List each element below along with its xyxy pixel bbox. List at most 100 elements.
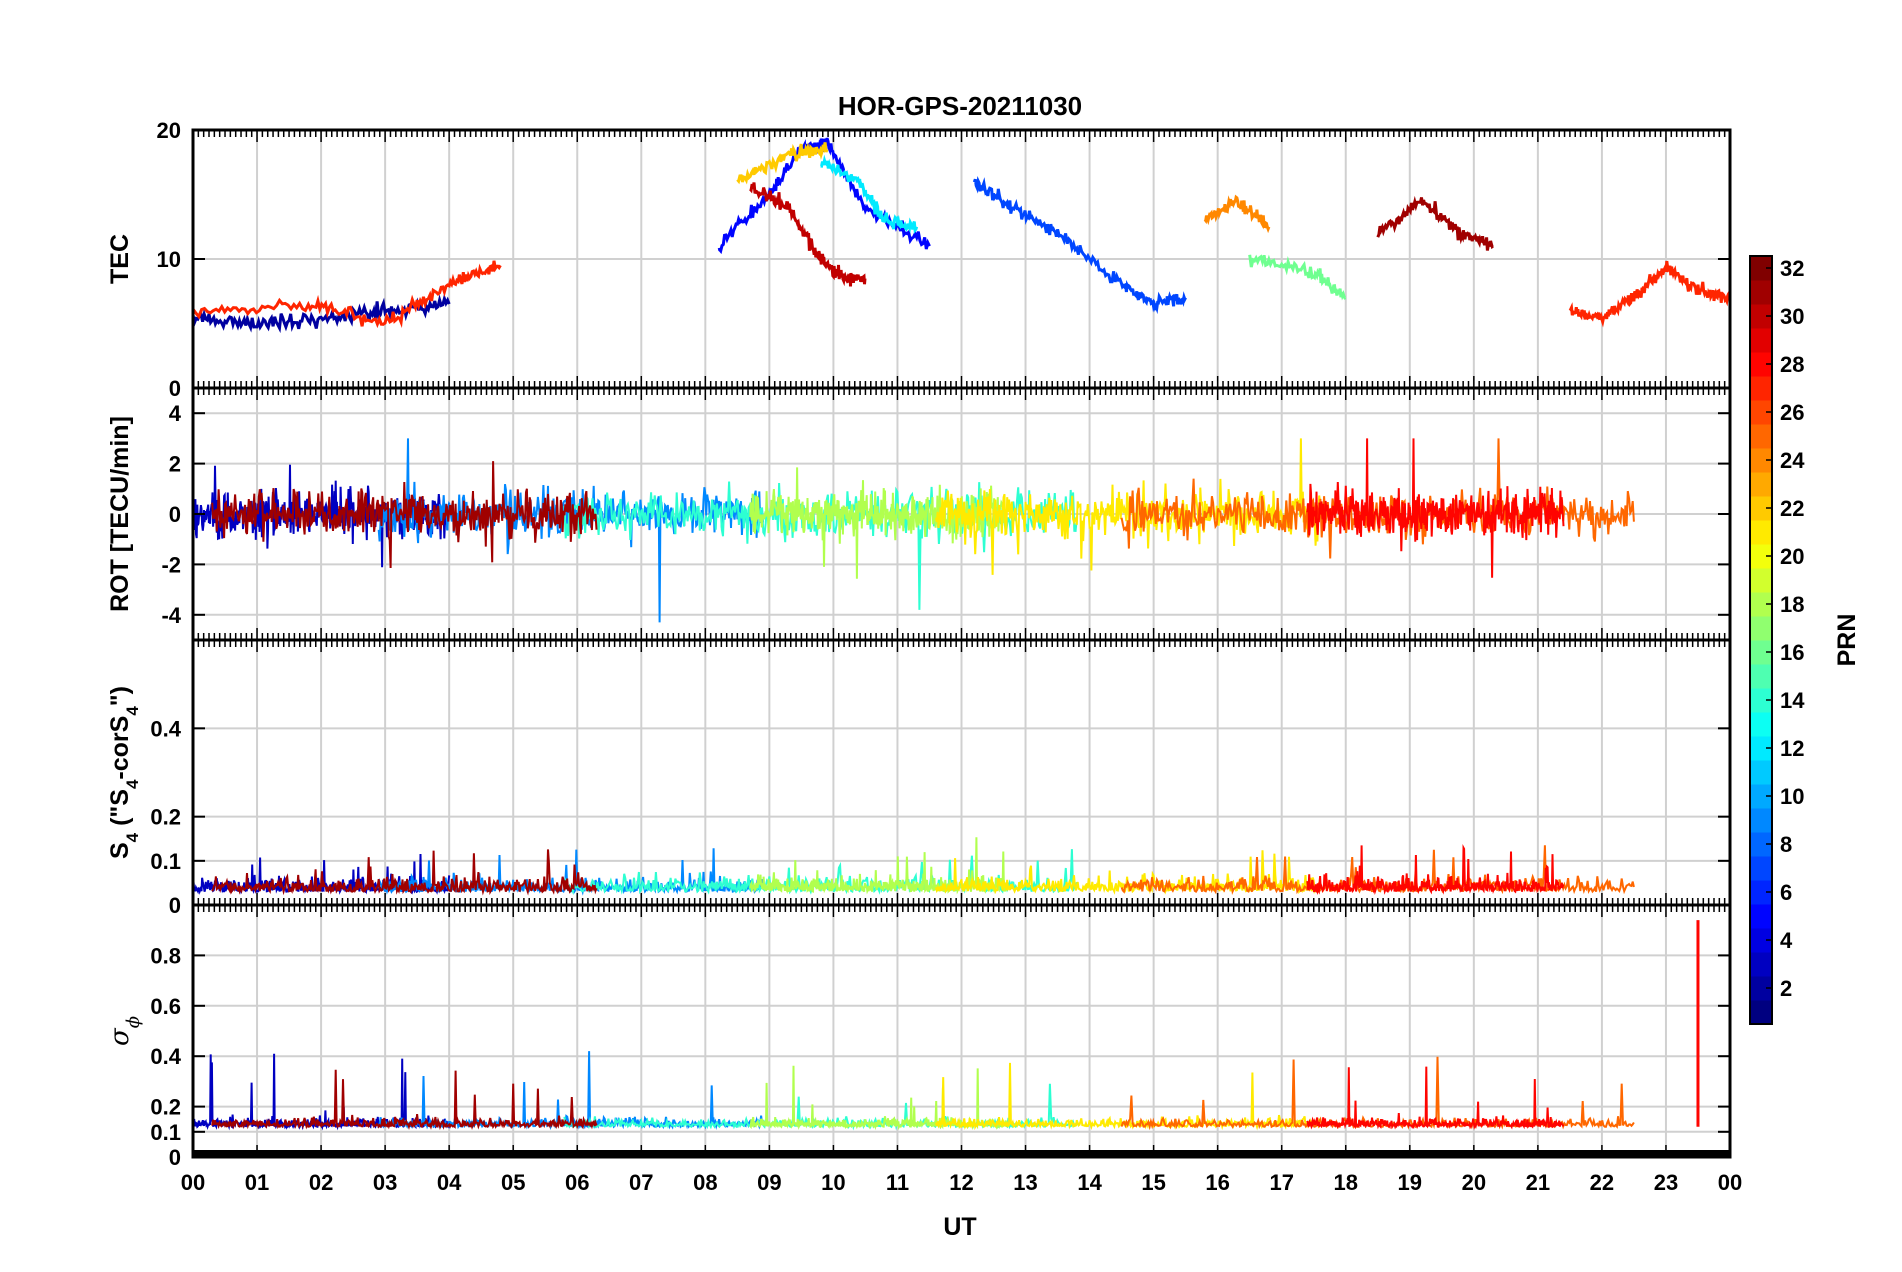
y-tick-label-sigma: 0.8 — [150, 943, 181, 968]
colorbar-tick-label: 8 — [1780, 832, 1792, 857]
tec-series-prn-2-0 — [193, 293, 451, 334]
y-axis-label-rot: ROT [TECU/min] — [106, 416, 134, 612]
x-tick-label: 11 — [886, 1170, 909, 1195]
colorbar-swatch-2 — [1750, 976, 1772, 1001]
y-tick-label-rot: 0 — [169, 502, 181, 527]
panel-sigma: 00.10.2 0.4 0.6 0.8 σϕ — [105, 903, 1732, 1170]
y-tick-label-tec: 0 — [169, 376, 181, 401]
x-tick-label: 15 — [1141, 1170, 1165, 1195]
colorbar-tick-label: 28 — [1780, 352, 1804, 377]
x-tick-label: 22 — [1590, 1170, 1614, 1195]
colorbar-swatch-19 — [1750, 568, 1772, 593]
colorbar-tick-label: 16 — [1780, 640, 1804, 665]
panel-rot-traces — [193, 438, 1635, 623]
colorbar-swatch-21 — [1750, 520, 1772, 545]
colorbar-swatch-6 — [1750, 880, 1772, 905]
x-tick-label: 18 — [1334, 1170, 1358, 1195]
x-tick-label: 14 — [1077, 1170, 1102, 1195]
colorbar-swatch-8 — [1750, 832, 1772, 857]
tec-series-prn-16-9 — [1248, 254, 1347, 301]
x-tick-label: 17 — [1269, 1170, 1293, 1195]
colorbar-swatch-24 — [1750, 448, 1772, 473]
colorbar-swatch-30 — [1750, 304, 1772, 329]
y-tick-label-s4: 0.4 — [150, 716, 181, 741]
colorbar-swatch-31 — [1750, 280, 1772, 305]
x-tick-label: 04 — [437, 1170, 462, 1195]
colorbar-swatch-20 — [1750, 544, 1772, 569]
y-tick-label-sigma: 0.6 — [150, 994, 181, 1019]
colorbar-tick-label: 10 — [1780, 784, 1804, 809]
panel-sigma-grid — [192, 905, 1731, 1158]
colorbar-swatch-27 — [1750, 376, 1772, 401]
colorbar-swatch-22 — [1750, 496, 1772, 521]
s4-series-prn-28 — [1306, 843, 1565, 895]
tec-series-prn-31-8 — [1376, 195, 1494, 251]
colorbar-swatch-29 — [1750, 328, 1772, 353]
rot-series-prn-31 — [211, 461, 598, 569]
colorbar-tick-label: 4 — [1780, 928, 1793, 953]
panel-s4: 0 0.1 0.2 0.4 S4 ("S4-corS4") — [106, 638, 1732, 918]
tec-series-prn-7-6 — [972, 175, 1187, 315]
y-axis-label-sigma: σϕ — [105, 1016, 144, 1046]
colorbar-label: PRN — [1833, 614, 1861, 667]
s4-series-prn-31 — [211, 849, 598, 896]
tec-series-prn-27-1 — [193, 260, 502, 329]
y-axis-label-s4: S4 ("S4-corS4") — [106, 686, 142, 859]
sigma-series-prn-28 — [1306, 1066, 1565, 1130]
x-tick-label: 09 — [757, 1170, 781, 1195]
colorbar-swatch-23 — [1750, 472, 1772, 497]
colorbar-frame — [1749, 255, 1773, 1025]
sigma-series-prn-31 — [211, 1069, 598, 1131]
tec-series-prn-30-4 — [749, 182, 867, 287]
colorbar-tick-label: 2 — [1780, 976, 1792, 1001]
x-tick-label: 02 — [309, 1170, 333, 1195]
rot-series-prn-28 — [1306, 438, 1565, 578]
x-tick-label: 16 — [1205, 1170, 1229, 1195]
colorbar-swatch-13 — [1750, 712, 1772, 737]
x-tick-label: 03 — [373, 1170, 397, 1195]
panel-s4-traces — [193, 837, 1635, 896]
colorbar-tick-label: 6 — [1780, 880, 1792, 905]
colorbar-swatch-15 — [1750, 664, 1772, 689]
x-tick-label: 12 — [949, 1170, 973, 1195]
colorbar-tick-label: 12 — [1780, 736, 1804, 761]
x-tick-label: 00 — [181, 1170, 205, 1195]
x-axis: 00 01 02 03 04 05 06 07 08 09 10 11 12 13 14 15 16 17 18 19… — [181, 1150, 1742, 1195]
y-tick-label-tec: 10 — [157, 247, 181, 272]
y-tick-label-tec: 20 — [157, 118, 181, 143]
colorbar-swatch-3 — [1750, 952, 1772, 977]
panel-sigma-traces — [193, 920, 1700, 1131]
s4-series-prn-14 — [563, 849, 1078, 896]
colorbar-swatch-10 — [1750, 784, 1772, 809]
x-tick-label: 07 — [629, 1170, 653, 1195]
colorbar-tick-label: 32 — [1780, 256, 1804, 281]
panel-tec-minor-ticks — [192, 130, 1731, 388]
x-tick-label: 05 — [501, 1170, 525, 1195]
y-tick-label-sigma: 0 — [169, 1145, 181, 1170]
x-tick-label: 20 — [1462, 1170, 1486, 1195]
colorbar-swatch-17 — [1750, 616, 1772, 641]
x-axis-label: UT — [943, 1213, 976, 1241]
x-axis-base — [193, 1150, 1730, 1158]
x-tick-label: 13 — [1013, 1170, 1037, 1195]
y-tick-label-s4: 0.1 — [150, 849, 181, 874]
panel-tec-traces — [193, 137, 1730, 334]
chart-title: HOR-GPS-20211030 — [838, 91, 1082, 121]
y-tick-label-sigma: 0.1 — [150, 1120, 181, 1145]
x-tick-label: 10 — [821, 1170, 845, 1195]
x-tick-label: 23 — [1654, 1170, 1678, 1195]
colorbar-swatch-28 — [1750, 352, 1772, 377]
colorbar-swatch-1 — [1750, 1000, 1772, 1025]
colorbar-swatch-4 — [1750, 928, 1772, 953]
colorbar-swatch-12 — [1750, 736, 1772, 761]
y-tick-label-s4: 0 — [169, 893, 181, 918]
colorbar-swatch-26 — [1750, 400, 1772, 425]
panel-tec: 0 10 20 TEC — [106, 118, 1732, 401]
colorbar-swatch-25 — [1750, 424, 1772, 449]
colorbar-swatch-18 — [1750, 592, 1772, 617]
tec-series-prn-22-3 — [736, 142, 829, 185]
colorbar-tick-label: 20 — [1780, 544, 1804, 569]
y-tick-label-s4: 0.2 — [150, 805, 181, 830]
